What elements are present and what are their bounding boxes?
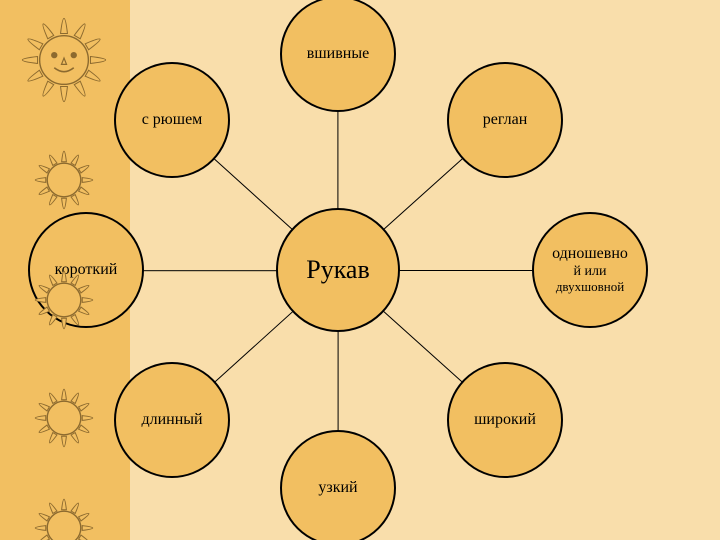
outer-node-raglan: реглан [447, 62, 563, 178]
outer-node-wide: широкий [447, 362, 563, 478]
outer-node-label: узкий [318, 479, 357, 497]
center-node-label: Рукав [306, 255, 370, 285]
sun-face-icon [6, 2, 122, 118]
outer-node-label: длинный [141, 411, 202, 429]
outer-node-label: широкий [474, 411, 536, 429]
outer-node-label: одношевной илидвухшовной [552, 245, 628, 294]
outer-node-narrow: узкий [280, 430, 396, 540]
center-node: Рукав [276, 208, 400, 332]
outer-node-ruche: с рюшем [114, 62, 230, 178]
outer-node-label: с рюшем [142, 111, 203, 129]
sun-icon [24, 488, 104, 540]
outer-node-top: вшивные [280, 0, 396, 112]
outer-node-label: реглан [483, 111, 528, 129]
outer-node-label: вшивные [307, 45, 369, 63]
outer-node-seam: одношевной илидвухшовной [532, 212, 648, 328]
outer-node-long: длинный [114, 362, 230, 478]
sun-icon [24, 378, 104, 458]
sun-icon [24, 260, 104, 340]
sun-icon [24, 140, 104, 220]
stage: Рукав вшивные реглан одношевной илидвухшовн… [0, 0, 720, 540]
